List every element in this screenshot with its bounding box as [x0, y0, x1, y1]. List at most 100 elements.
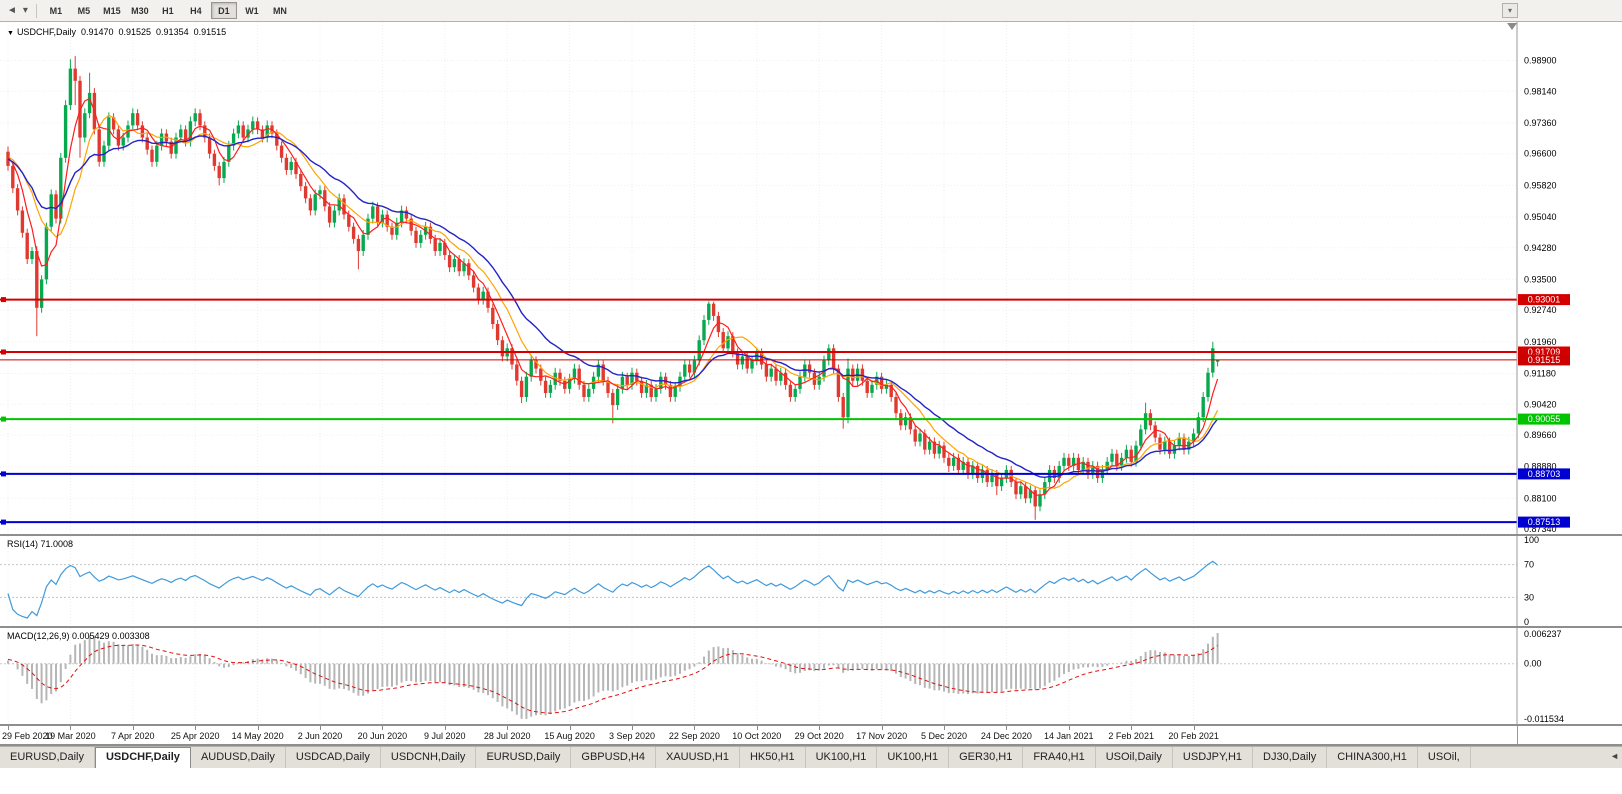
- charts-scroll-icon[interactable]: ◄: [7, 4, 17, 16]
- svg-text:0: 0: [1524, 617, 1529, 626]
- chart-tab-china300-h1[interactable]: CHINA300,H1: [1327, 747, 1418, 768]
- date-tick: [1131, 726, 1133, 730]
- svg-text:0.91960: 0.91960: [1524, 337, 1557, 347]
- chart-shift-marker: [1507, 23, 1517, 30]
- pane-separator[interactable]: [0, 534, 1622, 536]
- svg-text:0.88703: 0.88703: [1528, 469, 1561, 479]
- date-label: 10 Oct 2020: [732, 731, 782, 741]
- date-label: 29 Feb 2020: [2, 731, 53, 741]
- date-tick: [632, 726, 633, 730]
- tab-scroll-left-icon[interactable]: ◄: [1610, 751, 1619, 761]
- svg-text:0.95820: 0.95820: [1524, 180, 1557, 190]
- chart-tab-audusd-daily[interactable]: AUDUSD,Daily: [191, 747, 286, 768]
- svg-text:0.93001: 0.93001: [1528, 295, 1561, 305]
- date-label: 2 Feb 2021: [1108, 731, 1154, 741]
- date-label: 19 Mar 2020: [45, 731, 96, 741]
- toolbar-overflow-icon[interactable]: ▾: [1502, 3, 1518, 18]
- timeframe-button-mn[interactable]: MN: [272, 6, 287, 16]
- chart-tab-fra40-h1[interactable]: FRA40,H1: [1023, 747, 1096, 768]
- date-tick: [819, 726, 821, 730]
- chart-tab-dj30-daily[interactable]: DJ30,Daily: [1253, 747, 1328, 768]
- svg-text:0.88880: 0.88880: [1524, 462, 1557, 472]
- macd-indicator-pane[interactable]: 0.006237 0.00 -0.011534: [0, 628, 1622, 724]
- svg-text:0.91515: 0.91515: [1528, 355, 1561, 365]
- rsi-indicator-pane[interactable]: 100 70 30 0: [0, 535, 1622, 627]
- svg-text:0.006237: 0.006237: [1524, 629, 1562, 639]
- pane-separator: [0, 724, 1622, 726]
- date-label: 2 Jun 2020: [297, 731, 343, 741]
- svg-text:70: 70: [1524, 560, 1534, 570]
- date-tick: [1193, 726, 1195, 730]
- date-label: 28 Jul 2020: [483, 731, 531, 741]
- svg-text:0.98140: 0.98140: [1524, 86, 1557, 96]
- timeframe-button-d1[interactable]: D1: [210, 2, 237, 19]
- svg-text:0.00: 0.00: [1524, 659, 1542, 669]
- date-label: 15 Aug 2020: [544, 731, 595, 741]
- svg-text:-0.011534: -0.011534: [1524, 714, 1564, 724]
- date-tick: [944, 726, 945, 730]
- date-label: 5 Dec 2020: [920, 731, 968, 741]
- date-tick: [257, 726, 259, 730]
- chart-tab-usdcnh-daily[interactable]: USDCNH,Daily: [381, 747, 477, 768]
- chart-tab-usdcad-daily[interactable]: USDCAD,Daily: [286, 747, 381, 768]
- timeframe-button-group: M1 M5 M15 M30 H1 H4 D1 W1 MN: [42, 2, 294, 19]
- chart-tab-uk100-h1[interactable]: UK100,H1: [806, 747, 878, 768]
- chart-tab-usoil-[interactable]: USOil,: [1418, 747, 1471, 768]
- chart-tab-hk50-h1[interactable]: HK50,H1: [740, 747, 806, 768]
- date-label: 14 Jan 2021: [1044, 731, 1094, 741]
- timeframe-button-h1[interactable]: H1: [162, 6, 174, 16]
- timeframe-button-m5[interactable]: M5: [77, 6, 91, 16]
- date-tick: [444, 726, 446, 730]
- chart-tab-usdchf-daily[interactable]: USDCHF,Daily: [94, 747, 191, 768]
- date-tick: [8, 726, 9, 730]
- chevron-down-icon[interactable]: ▾: [22, 4, 28, 16]
- date-tick: [507, 726, 509, 730]
- timeframe-button-m1[interactable]: M1: [49, 6, 63, 16]
- timeframe-button-m30[interactable]: M30: [131, 6, 149, 16]
- chart-tab-gbpusd-h4[interactable]: GBPUSD,H4: [571, 747, 656, 768]
- date-tick: [756, 726, 758, 730]
- chart-tab-usoil-daily[interactable]: USOil,Daily: [1096, 747, 1173, 768]
- svg-text:0.87340: 0.87340: [1524, 524, 1557, 534]
- price-chart-pane[interactable]: 0.98900 0.98140 0.97360 0.96600 0.95820 0.950…: [0, 22, 1622, 534]
- date-label: 24 Dec 2020: [980, 731, 1032, 741]
- svg-text:0.98900: 0.98900: [1524, 56, 1557, 66]
- chart-tab-xauusd-h1[interactable]: XAUUSD,H1: [656, 747, 740, 768]
- pane-separator[interactable]: [0, 626, 1622, 628]
- chart-tab-uk100-h1[interactable]: UK100,H1: [877, 747, 950, 768]
- svg-text:0.95040: 0.95040: [1524, 212, 1557, 222]
- svg-text:0.88100: 0.88100: [1524, 493, 1557, 503]
- timeframe-button-h4[interactable]: H4: [190, 6, 202, 16]
- ohlc-low: 0.91354: [156, 27, 189, 37]
- svg-text:0.91709: 0.91709: [1528, 347, 1561, 357]
- rsi-label: RSI(14) 71.0008: [7, 539, 74, 549]
- date-label: 14 May 2020: [231, 731, 284, 741]
- svg-text:0.96600: 0.96600: [1524, 149, 1557, 159]
- chart-tab-usdjpy-h1[interactable]: USDJPY,H1: [1173, 747, 1254, 768]
- pane-separator: [0, 744, 1622, 746]
- chart-tab-ger30-h1[interactable]: GER30,H1: [949, 747, 1024, 768]
- date-tick: [70, 726, 72, 730]
- svg-text:0.89660: 0.89660: [1524, 430, 1557, 440]
- chart-title-triangle-icon: ▼: [7, 30, 14, 37]
- date-label: 29 Oct 2020: [794, 731, 844, 741]
- date-label: 7 Apr 2020: [111, 731, 155, 741]
- date-tick: [569, 726, 571, 730]
- date-axis[interactable]: 29 Feb 2020 19 Mar 2020 7 Apr 2020 25 Apr 2…: [0, 726, 1622, 744]
- svg-text:0.92740: 0.92740: [1524, 305, 1557, 315]
- ohlc-close: 0.91515: [193, 27, 227, 37]
- axis-divider: [1517, 726, 1518, 744]
- chart-tab-eurusd-daily[interactable]: EURUSD,Daily: [0, 747, 95, 768]
- date-tick: [1006, 726, 1008, 730]
- svg-text:0.91180: 0.91180: [1524, 369, 1556, 379]
- timeframe-button-m15[interactable]: M15: [103, 6, 121, 16]
- chart-title: ▼ USDCHF,Daily 0.91470 0.91525 0.91354 0.9151…: [7, 27, 231, 37]
- chart-tab-eurusd-daily[interactable]: EURUSD,Daily: [476, 747, 572, 768]
- date-tick: [881, 726, 883, 730]
- svg-text:0.90420: 0.90420: [1524, 399, 1557, 409]
- ohlc-open: 0.91470: [80, 27, 114, 37]
- toolbar-separator: [35, 3, 37, 18]
- date-label: 22 Sep 2020: [668, 731, 720, 741]
- macd-label: MACD(12,26,9) 0.005429 0.003308: [7, 631, 150, 641]
- timeframe-button-w1[interactable]: W1: [245, 6, 259, 16]
